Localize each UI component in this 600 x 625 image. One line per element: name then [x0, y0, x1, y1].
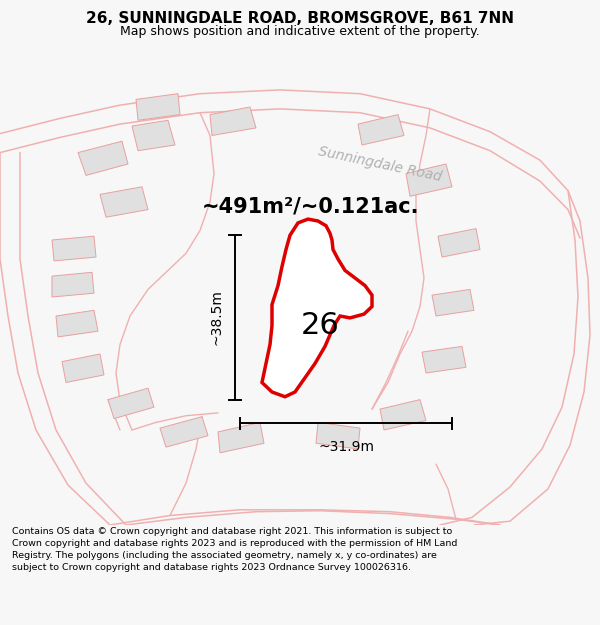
Polygon shape: [380, 399, 426, 430]
Polygon shape: [62, 354, 104, 382]
Polygon shape: [136, 94, 180, 120]
Polygon shape: [438, 229, 480, 257]
Polygon shape: [262, 219, 372, 397]
Text: Contains OS data © Crown copyright and database right 2021. This information is : Contains OS data © Crown copyright and d…: [12, 527, 457, 572]
Polygon shape: [218, 422, 264, 452]
Polygon shape: [210, 107, 256, 136]
Polygon shape: [108, 388, 154, 419]
Polygon shape: [56, 310, 98, 337]
Polygon shape: [422, 346, 466, 373]
Text: Sunningdale Road: Sunningdale Road: [317, 144, 443, 184]
Polygon shape: [78, 141, 128, 176]
Polygon shape: [358, 114, 404, 145]
Polygon shape: [52, 272, 94, 297]
Text: 26, SUNNINGDALE ROAD, BROMSGROVE, B61 7NN: 26, SUNNINGDALE ROAD, BROMSGROVE, B61 7N…: [86, 11, 514, 26]
Text: ~38.5m: ~38.5m: [210, 289, 224, 346]
Text: Map shows position and indicative extent of the property.: Map shows position and indicative extent…: [120, 24, 480, 38]
Text: ~491m²/~0.121ac.: ~491m²/~0.121ac.: [201, 197, 419, 217]
Polygon shape: [100, 187, 148, 218]
Polygon shape: [432, 289, 474, 316]
Text: ~31.9m: ~31.9m: [318, 441, 374, 454]
Polygon shape: [52, 236, 96, 261]
Polygon shape: [316, 422, 360, 449]
Polygon shape: [406, 164, 452, 196]
Polygon shape: [160, 417, 208, 447]
Text: 26: 26: [301, 311, 340, 340]
Polygon shape: [132, 120, 175, 151]
